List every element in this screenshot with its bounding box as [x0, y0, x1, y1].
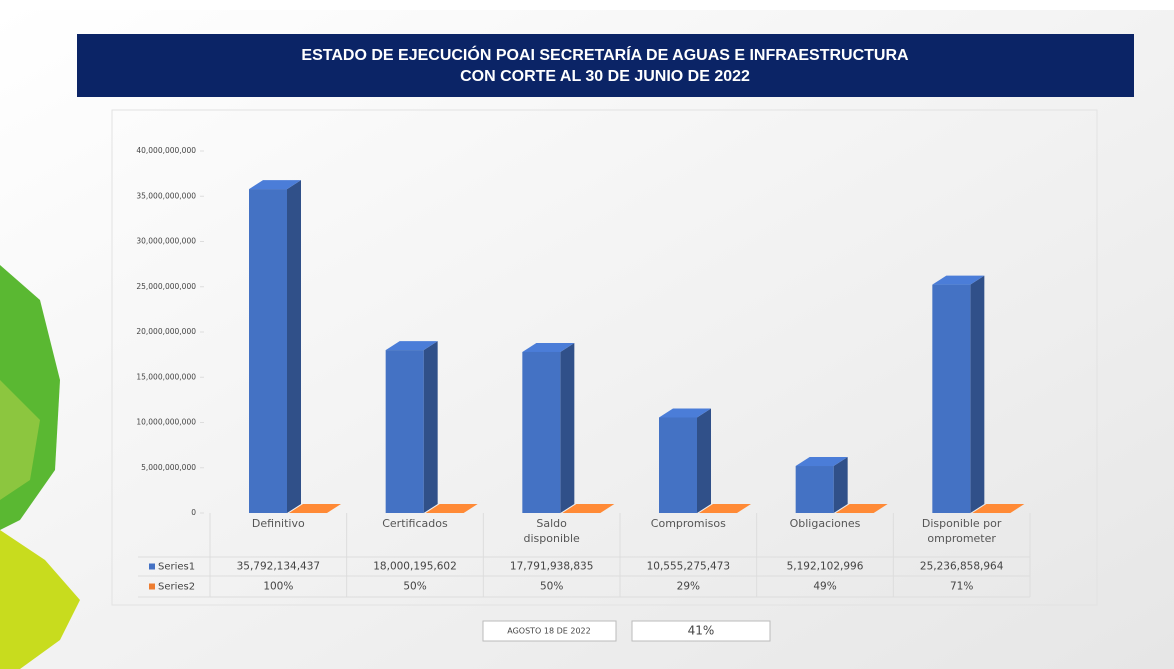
bar-side: [423, 341, 438, 513]
data-label: 18,000,195,602: [373, 561, 457, 573]
legend-label: Series2: [158, 582, 195, 593]
bar-side: [833, 457, 848, 513]
bar: [249, 189, 287, 513]
data-label: 29%: [677, 581, 700, 593]
bar: [932, 284, 971, 513]
bar-top: [249, 180, 301, 190]
bar-top: [562, 504, 615, 513]
x-tick-label-box: Compromisos: [650, 517, 726, 530]
footer-value: 41%: [688, 624, 715, 638]
bar-top: [972, 504, 1025, 513]
bar-top: [795, 457, 848, 467]
data-label: 5,192,102,996: [787, 561, 864, 573]
bar: [385, 350, 424, 513]
chart-title: ESTADO DE EJECUCIÓN POAI SECRETARÍA DE A…: [301, 45, 909, 64]
y-tick-label: 15,000,000,000: [136, 372, 196, 381]
legend-swatch: [149, 563, 155, 570]
footer-box: [482, 620, 617, 642]
bar: [795, 466, 834, 513]
decoration: [0, 380, 40, 500]
bar-side: [287, 180, 301, 513]
decoration: [0, 530, 80, 669]
x-tick-label-box: Obligaciones: [789, 517, 861, 530]
legend-swatch: [149, 583, 155, 590]
bar-side: [697, 408, 711, 513]
x-tick-label: Obligaciones: [789, 517, 861, 530]
y-tick-label: 40,000,000,000: [136, 146, 196, 155]
x-tick-label: Disponible por omprometer: [921, 517, 1002, 545]
y-tick-label: 0: [191, 508, 196, 517]
bar-top: [289, 504, 341, 513]
x-tick-label-box: Disponible por omprometer: [921, 517, 1002, 545]
bar-side: [560, 342, 575, 513]
bar-top: [659, 408, 711, 418]
bar-top: [835, 504, 888, 513]
data-label: 10,555,275,473: [647, 561, 731, 573]
y-tick-label: 30,000,000,000: [136, 237, 196, 246]
footer-box: [631, 620, 771, 642]
x-tick-label-box: Definitivo: [251, 517, 305, 530]
data-label: 50%: [540, 581, 563, 593]
bar-top: [385, 341, 438, 351]
data-label: 100%: [263, 581, 293, 593]
x-tick-label-box: Saldo disponible: [523, 517, 580, 545]
data-label: 71%: [950, 581, 973, 593]
x-tick-label: Compromisos: [650, 517, 726, 530]
legend-label: Series1: [158, 562, 195, 573]
data-label: 25,236,858,964: [920, 561, 1004, 573]
footer-date: AGOSTO 18 DE 2022: [507, 627, 590, 636]
data-label: 49%: [813, 581, 836, 593]
y-tick-label: 10,000,000,000: [136, 418, 196, 427]
x-tick-label: Certificados: [382, 517, 448, 530]
y-tick-label: 20,000,000,000: [136, 327, 196, 336]
data-label: 17,791,938,835: [510, 561, 594, 573]
x-tick-label: Definitivo: [251, 517, 305, 530]
data-label: 50%: [403, 581, 426, 593]
bar-top: [699, 504, 751, 513]
bar: [522, 351, 561, 513]
x-tick-label-box: Certificados: [382, 517, 448, 530]
title-banner: [77, 34, 1134, 97]
plot-frame: [111, 109, 1098, 606]
bar-top: [932, 275, 985, 285]
data-label: 35,792,134,437: [237, 561, 321, 573]
bar-side: [970, 275, 985, 513]
chart-subtitle: CON CORTE AL 30 DE JUNIO DE 2022: [460, 68, 750, 85]
bar-top: [425, 504, 478, 513]
y-tick-label: 35,000,000,000: [136, 191, 196, 200]
bar: [659, 417, 697, 513]
y-tick-label: 25,000,000,000: [136, 282, 196, 291]
x-tick-label: Saldo disponible: [523, 517, 580, 545]
bar-top: [522, 342, 575, 352]
y-tick-label: 5,000,000,000: [141, 463, 196, 472]
marks: 0 5,000,000,000 10,000,000,000 15,000,000,0…: [136, 146, 1031, 598]
